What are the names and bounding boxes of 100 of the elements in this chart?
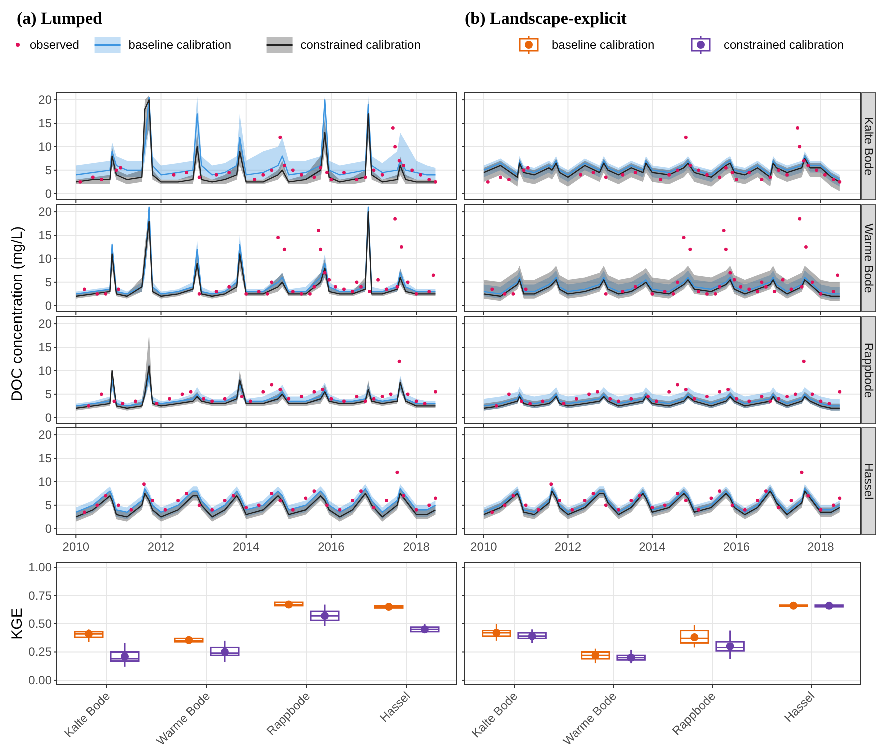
point — [278, 499, 282, 502]
legend-label: observed — [30, 38, 80, 52]
point — [304, 496, 308, 500]
point — [815, 168, 818, 172]
point — [663, 290, 667, 294]
point — [684, 499, 688, 502]
point — [300, 292, 304, 296]
y-axis-title: KGE — [9, 608, 26, 640]
point — [414, 400, 418, 404]
point — [668, 173, 672, 177]
point — [360, 285, 363, 289]
point — [244, 506, 248, 510]
y-tick-label: 0 — [45, 522, 52, 536]
point — [798, 217, 802, 221]
y-tick-label: 0.50 — [28, 617, 52, 631]
point — [360, 490, 363, 494]
point — [270, 383, 274, 387]
point — [697, 168, 701, 172]
point — [796, 126, 800, 130]
point — [728, 271, 732, 275]
point — [722, 229, 726, 233]
point — [312, 176, 316, 180]
point — [802, 360, 806, 364]
point — [777, 397, 781, 401]
chart-title: (b) Landscape-explicit — [465, 9, 628, 28]
point — [214, 290, 218, 294]
point — [781, 278, 785, 282]
point — [419, 173, 423, 177]
point — [634, 285, 638, 289]
point — [724, 248, 728, 252]
point — [570, 508, 574, 512]
point — [300, 173, 304, 177]
point — [682, 236, 686, 240]
point — [117, 288, 120, 292]
point — [278, 136, 282, 140]
x-tick-label: 2010 — [470, 540, 498, 554]
point — [794, 392, 798, 396]
point — [82, 510, 86, 514]
point — [726, 388, 730, 392]
point — [398, 159, 402, 163]
point — [526, 166, 530, 170]
point — [800, 470, 804, 474]
point — [134, 400, 138, 404]
point — [104, 494, 108, 498]
point — [768, 400, 772, 404]
point — [151, 499, 154, 502]
point — [735, 178, 738, 182]
point — [262, 173, 266, 177]
point — [317, 229, 320, 233]
point — [706, 292, 709, 296]
y-tick-label: 15 — [38, 228, 52, 243]
point — [730, 504, 734, 508]
y-tick-label: 10 — [38, 364, 52, 378]
point — [342, 400, 346, 404]
point — [114, 168, 118, 172]
point — [248, 400, 252, 404]
x-tick-label: 2012 — [148, 540, 175, 554]
point — [168, 397, 172, 401]
point — [270, 280, 274, 284]
point — [400, 246, 404, 249]
point — [583, 499, 587, 502]
point — [78, 180, 82, 184]
text: Warme Bode — [862, 224, 876, 294]
point — [389, 392, 393, 396]
y-tick-label: 15 — [38, 340, 52, 355]
y-tick-label: 5 — [45, 387, 52, 402]
point — [592, 492, 596, 496]
point — [714, 292, 718, 296]
point — [278, 388, 282, 392]
point — [319, 166, 323, 170]
point — [512, 292, 516, 296]
point — [804, 246, 808, 249]
point — [185, 171, 188, 174]
y-tick-label: 20 — [38, 93, 52, 108]
point — [223, 397, 227, 401]
point — [410, 168, 414, 172]
point — [276, 236, 280, 240]
point — [790, 288, 794, 292]
point — [524, 288, 528, 292]
point — [558, 499, 562, 502]
point — [402, 164, 406, 168]
point — [654, 400, 658, 404]
point — [376, 278, 380, 282]
point — [710, 496, 714, 500]
point — [189, 390, 193, 394]
point — [119, 166, 123, 170]
point — [760, 178, 764, 182]
point — [323, 271, 327, 275]
point — [596, 390, 600, 394]
point — [748, 288, 752, 292]
point — [718, 285, 722, 289]
point — [732, 278, 736, 282]
point — [330, 397, 334, 401]
point — [432, 274, 436, 278]
point — [434, 496, 438, 500]
point — [800, 285, 804, 289]
point — [321, 388, 325, 392]
point — [104, 292, 108, 296]
point — [579, 173, 583, 177]
point — [819, 292, 823, 296]
